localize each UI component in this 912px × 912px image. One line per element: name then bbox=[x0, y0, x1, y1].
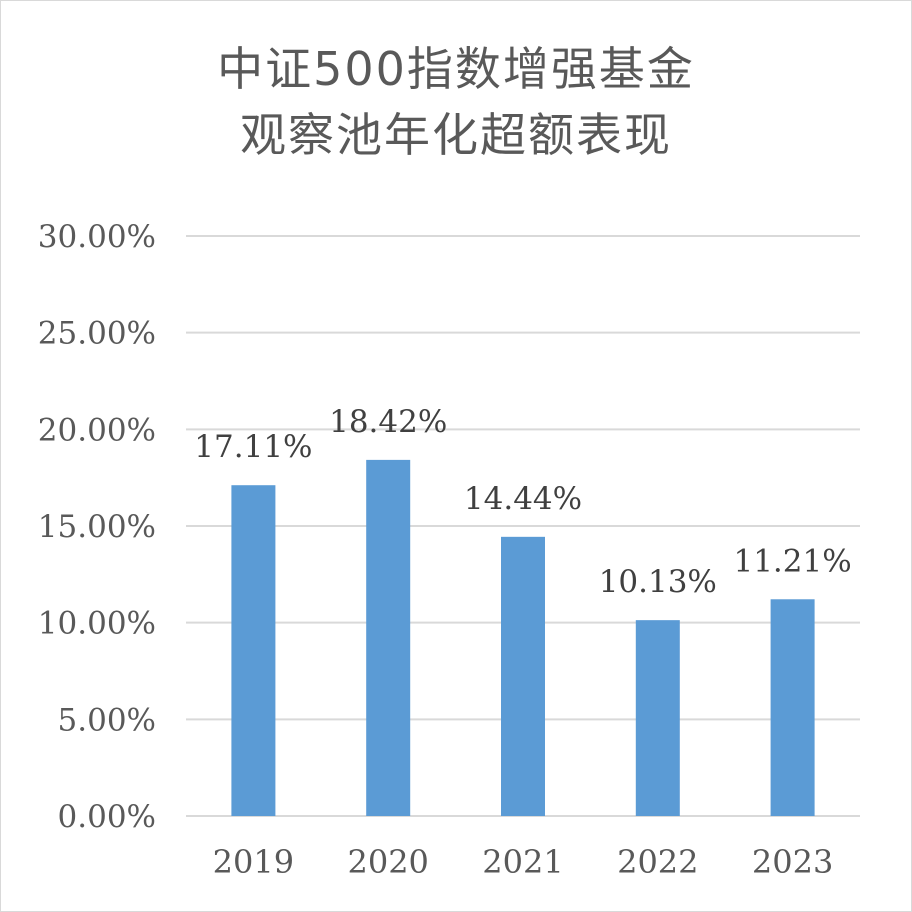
bar bbox=[501, 536, 545, 816]
y-tick-label: 10.00% bbox=[38, 606, 156, 642]
bar bbox=[231, 485, 276, 816]
bar bbox=[635, 620, 680, 816]
y-tick-label: 0.00% bbox=[58, 799, 156, 835]
data-label: 17.11% bbox=[194, 429, 312, 465]
x-tick-label: 2019 bbox=[213, 843, 294, 881]
y-tick-label: 15.00% bbox=[38, 509, 156, 545]
x-tick-label: 2020 bbox=[347, 843, 428, 881]
y-tick-label: 25.00% bbox=[38, 316, 156, 352]
x-tick-label: 2021 bbox=[482, 843, 563, 881]
y-tick-label: 5.00% bbox=[58, 702, 156, 738]
bar bbox=[770, 599, 815, 816]
data-label: 14.44% bbox=[464, 481, 582, 517]
chart-title: 中证500指数增强基金 观察池年化超额表现 bbox=[0, 36, 912, 168]
x-tick-label: 2023 bbox=[752, 843, 833, 881]
data-label: 18.42% bbox=[329, 404, 447, 440]
data-label: 11.21% bbox=[733, 543, 851, 579]
chart-title-line-2: 观察池年化超额表现 bbox=[240, 108, 672, 162]
y-tick-label: 20.00% bbox=[38, 412, 156, 448]
data-label: 10.13% bbox=[599, 564, 717, 600]
x-tick-label: 2022 bbox=[617, 843, 698, 881]
y-tick-label: 30.00% bbox=[38, 219, 156, 255]
bar bbox=[366, 459, 411, 816]
chart-title-line-1: 中证500指数增强基金 bbox=[217, 42, 695, 96]
